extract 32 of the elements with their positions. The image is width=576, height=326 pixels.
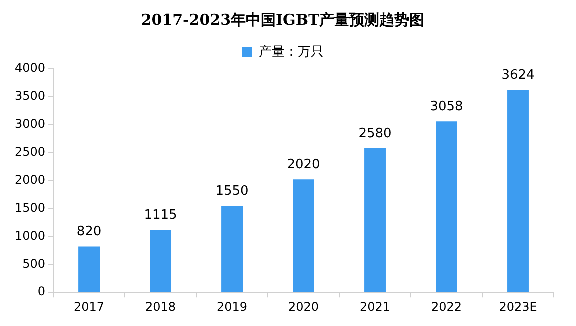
bar xyxy=(78,246,100,292)
y-tick-label: 1500 xyxy=(14,200,46,215)
y-tick-label: 2500 xyxy=(14,144,46,159)
x-tick-label: 2023E xyxy=(499,300,538,314)
y-tick-label: 4000 xyxy=(14,61,46,76)
x-tick-label: 2022 xyxy=(431,300,462,314)
y-tick-label: 3000 xyxy=(14,117,46,132)
x-tick-label: 2017 xyxy=(74,300,105,314)
y-tick-label: 1000 xyxy=(14,228,46,243)
data-label: 1550 xyxy=(216,184,249,199)
bar xyxy=(222,206,243,292)
x-tick-label: 2021 xyxy=(360,300,391,314)
x-tick-label: 2020 xyxy=(288,300,320,314)
x-tick-label: 2019 xyxy=(217,300,248,314)
bar xyxy=(150,230,172,292)
y-tick-label: 2000 xyxy=(14,172,46,187)
data-label: 1115 xyxy=(144,208,178,224)
y-tick-label: 500 xyxy=(22,256,46,271)
y-tick-label: 3500 xyxy=(14,89,46,104)
data-label: 3624 xyxy=(502,68,535,83)
y-tick-label: 0 xyxy=(38,284,46,299)
bar xyxy=(508,90,529,292)
data-label: 2580 xyxy=(358,126,392,142)
data-label: 3058 xyxy=(430,100,464,115)
bar xyxy=(364,148,386,292)
chart-title: 2017-2023年中国IGBT产量预测趋势图 xyxy=(141,10,425,29)
data-label: 2020 xyxy=(287,158,320,173)
data-label: 820 xyxy=(76,224,102,240)
bar xyxy=(436,122,458,292)
bar xyxy=(293,180,314,292)
legend-label: 产量：万只 xyxy=(258,44,324,60)
x-tick-label: 2018 xyxy=(146,300,176,314)
